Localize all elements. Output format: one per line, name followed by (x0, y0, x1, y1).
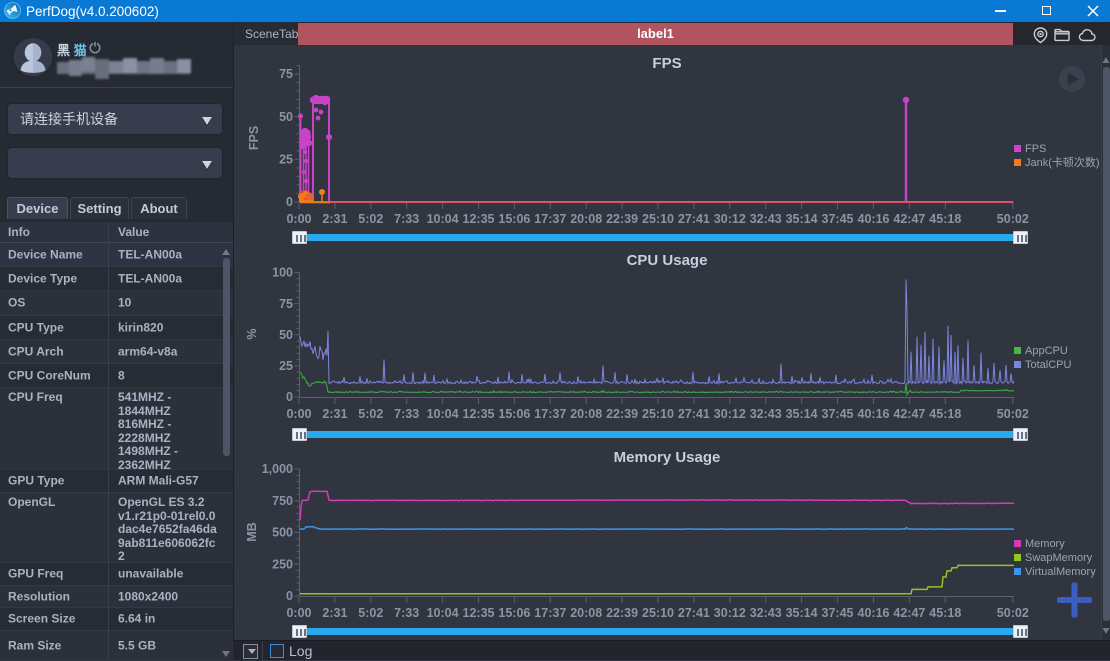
svg-text:45:18: 45:18 (929, 212, 961, 226)
svg-text:50: 50 (279, 328, 293, 342)
svg-text:37:45: 37:45 (822, 606, 854, 620)
svg-text:Jank(卡顿次数): Jank(卡顿次数) (1025, 155, 1100, 169)
svg-text:20:08: 20:08 (570, 606, 602, 620)
svg-text:FPS: FPS (247, 126, 261, 150)
svg-text:15:06: 15:06 (498, 212, 530, 226)
svg-text:2:31: 2:31 (322, 212, 347, 226)
svg-text:7:33: 7:33 (394, 606, 419, 620)
svg-text:17:37: 17:37 (534, 606, 566, 620)
svg-text:0:00: 0:00 (286, 407, 311, 421)
svg-text:0: 0 (286, 195, 293, 209)
svg-text:TotalCPU: TotalCPU (1025, 359, 1072, 371)
svg-text:32:43: 32:43 (750, 606, 782, 620)
svg-text:12:35: 12:35 (463, 212, 495, 226)
svg-text:30:12: 30:12 (714, 407, 746, 421)
svg-text:VirtualMemory: VirtualMemory (1025, 566, 1096, 578)
svg-text:17:37: 17:37 (534, 212, 566, 226)
svg-text:35:14: 35:14 (786, 212, 818, 226)
svg-text:40:16: 40:16 (858, 407, 890, 421)
svg-text:50:02: 50:02 (997, 407, 1029, 421)
svg-text:27:41: 27:41 (678, 212, 710, 226)
svg-text:25: 25 (279, 153, 293, 167)
svg-text:MB: MB (245, 522, 259, 541)
svg-text:2:31: 2:31 (322, 606, 347, 620)
svg-text:10:04: 10:04 (427, 212, 459, 226)
svg-text:22:39: 22:39 (606, 212, 638, 226)
svg-text:22:39: 22:39 (606, 407, 638, 421)
svg-text:42:47: 42:47 (893, 407, 925, 421)
svg-text:40:16: 40:16 (858, 212, 890, 226)
svg-text:30:12: 30:12 (714, 606, 746, 620)
svg-text:25: 25 (279, 359, 293, 373)
svg-text:0: 0 (286, 390, 293, 404)
svg-text:50: 50 (279, 110, 293, 124)
svg-text:5:02: 5:02 (358, 212, 383, 226)
svg-text:30:12: 30:12 (714, 212, 746, 226)
svg-text:250: 250 (272, 558, 293, 572)
svg-text:20:08: 20:08 (570, 407, 602, 421)
svg-text:42:47: 42:47 (893, 212, 925, 226)
svg-text:Memory Usage: Memory Usage (614, 449, 721, 466)
svg-text:2:31: 2:31 (322, 407, 347, 421)
svg-text:SwapMemory: SwapMemory (1025, 552, 1093, 564)
svg-text:1,000: 1,000 (262, 462, 293, 476)
svg-text:5:02: 5:02 (358, 606, 383, 620)
svg-text:100: 100 (272, 266, 293, 280)
svg-text:32:43: 32:43 (750, 212, 782, 226)
svg-text:CPU Usage: CPU Usage (627, 252, 708, 269)
svg-text:10:04: 10:04 (427, 606, 459, 620)
svg-text:35:14: 35:14 (786, 407, 818, 421)
svg-text:50:02: 50:02 (997, 606, 1029, 620)
svg-text:27:41: 27:41 (678, 606, 710, 620)
svg-text:AppCPU: AppCPU (1025, 345, 1068, 357)
svg-text:750: 750 (272, 494, 293, 508)
svg-text:7:33: 7:33 (394, 212, 419, 226)
svg-text:50:02: 50:02 (997, 212, 1029, 226)
svg-text:500: 500 (272, 526, 293, 540)
svg-text:40:16: 40:16 (858, 606, 890, 620)
svg-text:45:18: 45:18 (929, 407, 961, 421)
svg-text:0:00: 0:00 (286, 606, 311, 620)
svg-text:45:18: 45:18 (929, 606, 961, 620)
svg-text:10:04: 10:04 (427, 407, 459, 421)
svg-text:15:06: 15:06 (498, 606, 530, 620)
svg-text:12:35: 12:35 (463, 606, 495, 620)
svg-text:12:35: 12:35 (463, 407, 495, 421)
svg-text:FPS: FPS (1025, 143, 1046, 155)
svg-text:25:10: 25:10 (642, 212, 674, 226)
svg-text:17:37: 17:37 (534, 407, 566, 421)
svg-text:25:10: 25:10 (642, 606, 674, 620)
svg-text:37:45: 37:45 (822, 212, 854, 226)
svg-text:42:47: 42:47 (893, 606, 925, 620)
svg-text:20:08: 20:08 (570, 212, 602, 226)
svg-text:75: 75 (279, 297, 293, 311)
svg-text:%: % (245, 328, 259, 339)
svg-text:FPS: FPS (652, 55, 681, 72)
svg-text:0: 0 (286, 589, 293, 603)
svg-text:7:33: 7:33 (394, 407, 419, 421)
svg-text:75: 75 (279, 67, 293, 81)
svg-text:32:43: 32:43 (750, 407, 782, 421)
svg-text:35:14: 35:14 (786, 606, 818, 620)
svg-text:37:45: 37:45 (822, 407, 854, 421)
svg-text:27:41: 27:41 (678, 407, 710, 421)
svg-text:25:10: 25:10 (642, 407, 674, 421)
svg-text:22:39: 22:39 (606, 606, 638, 620)
svg-text:15:06: 15:06 (498, 407, 530, 421)
svg-text:0:00: 0:00 (286, 212, 311, 226)
svg-text:5:02: 5:02 (358, 407, 383, 421)
svg-text:Memory: Memory (1025, 538, 1065, 550)
